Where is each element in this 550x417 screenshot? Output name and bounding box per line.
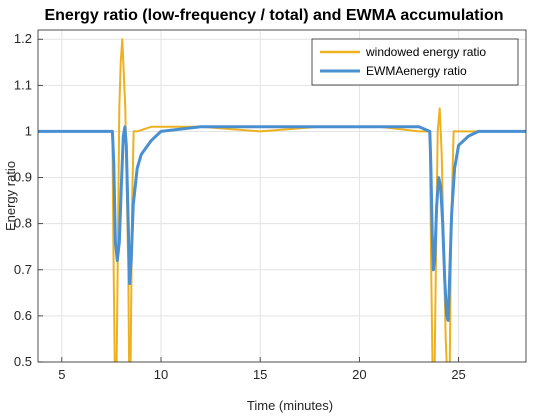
x-tick-label: 25: [451, 367, 465, 382]
legend-label-ewma-energy-ratio: EWMAenergy ratio: [366, 64, 467, 78]
legend: windowed energy ratio EWMAenergy ratio: [311, 38, 519, 86]
x-tick-labels: 5 10 15 20 25: [58, 367, 466, 382]
chart-title: Energy ratio (low-frequency / total) and…: [44, 7, 503, 24]
legend-box: [311, 38, 519, 86]
y-tick-label: 0.8: [14, 216, 32, 231]
x-tick-label: 15: [253, 367, 267, 382]
y-tick-label: 0.7: [14, 262, 32, 277]
y-tick-label: 1.1: [14, 77, 32, 92]
series-layer: [38, 38, 526, 362]
x-axis-label: Time (minutes): [247, 398, 333, 413]
series-line-1: [38, 125, 526, 322]
x-tick-label: 10: [154, 367, 168, 382]
x-tick-label: 5: [58, 367, 65, 382]
axes-box: [37, 29, 527, 363]
y-tick-label: 0.9: [14, 170, 32, 185]
y-tick-label: 0.6: [14, 308, 32, 323]
y-tick-labels: 0.5 0.6 0.7 0.8 0.9 1 1.1 1.2: [14, 31, 32, 369]
x-tick-label: 20: [352, 367, 366, 382]
y-tick-label: 1.2: [14, 31, 32, 46]
y-axis-label: Energy ratio: [3, 161, 18, 231]
legend-label-windowed-energy-ratio: windowed energy ratio: [365, 45, 486, 59]
y-tick-label: 1: [25, 123, 32, 138]
y-tick-label: 0.5: [14, 354, 32, 369]
series-line-0: [38, 38, 526, 362]
